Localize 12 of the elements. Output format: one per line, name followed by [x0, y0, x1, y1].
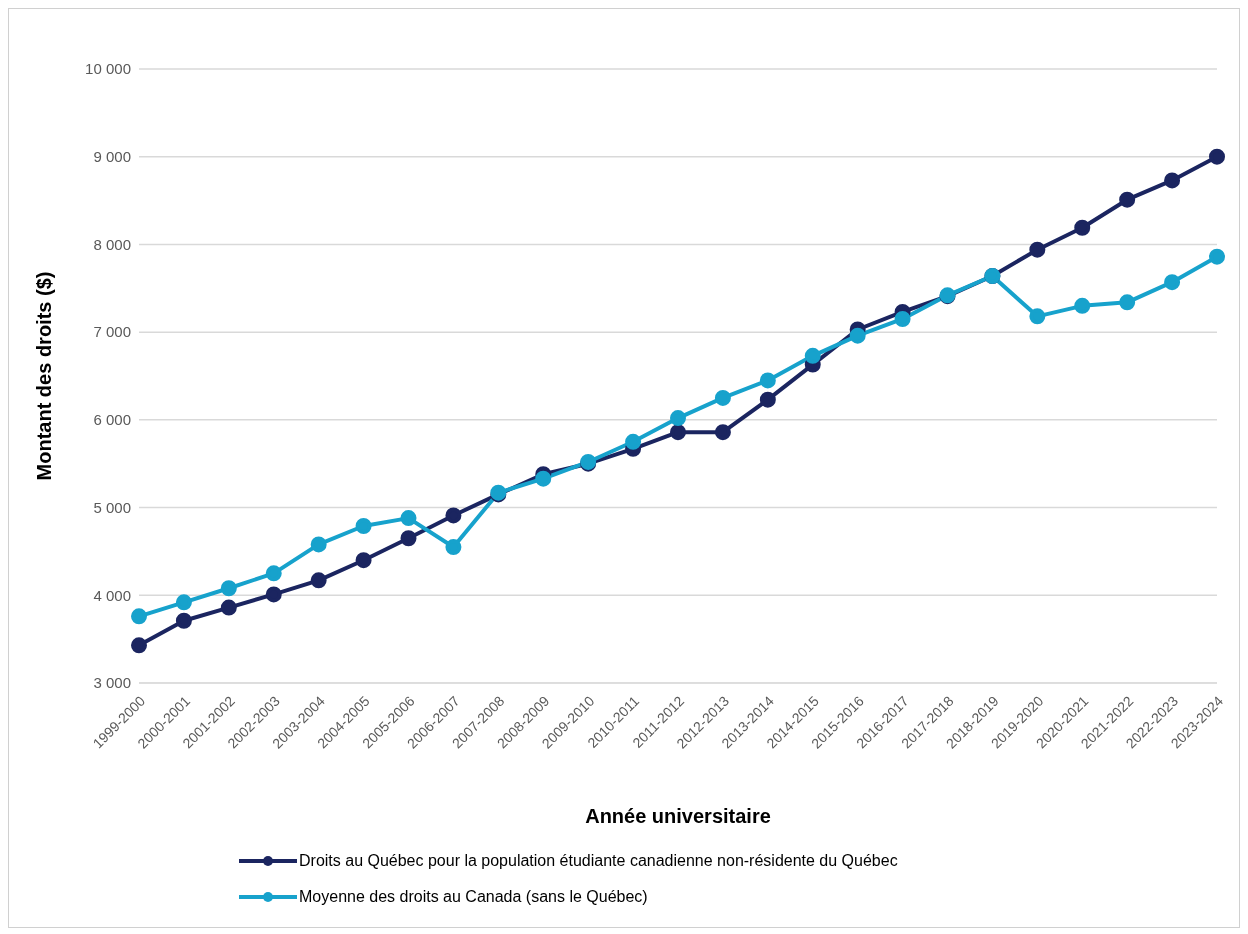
y-axis-title: Montant des droits ($) — [33, 271, 56, 481]
legend-label: Droits au Québec pour la population étudiante canadienne non-résidente du Québec — [299, 851, 898, 871]
y-tick-label: 5 000 — [93, 498, 131, 516]
y-tick-label: 8 000 — [93, 235, 131, 253]
y-tick-label: 4 000 — [93, 586, 131, 604]
y-tick-label: 7 000 — [93, 323, 131, 341]
y-tick-label: 9 000 — [93, 148, 131, 166]
x-axis-title: Année universitaire — [585, 805, 771, 827]
y-tick-label: 6 000 — [93, 411, 131, 429]
y-tick-label: 3 000 — [93, 674, 131, 692]
legend-label: Moyenne des droits au Canada (sans le Québec) — [299, 887, 648, 907]
y-tick-label: 10 000 — [85, 60, 131, 78]
